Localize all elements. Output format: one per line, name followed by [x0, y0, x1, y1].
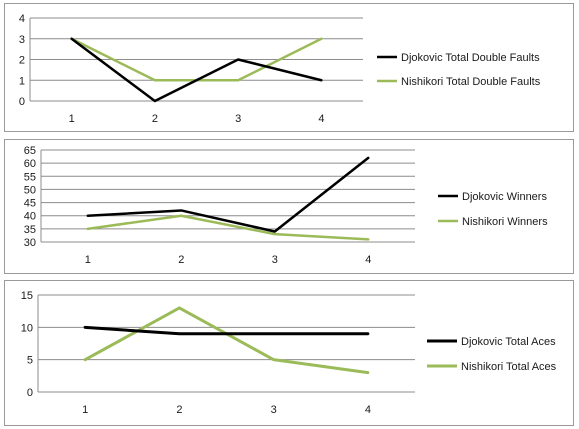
double-faults-legend-label: Nishikori Total Double Faults: [401, 76, 541, 88]
aces-x-tick-label: 2: [176, 404, 182, 416]
winners-legend-label: Nishikori Winners: [462, 216, 548, 228]
winners-series-line-nishikori: [86, 214, 370, 241]
double-faults-y-tick-label: 2: [19, 55, 25, 67]
double-faults-y-tick-label: 0: [19, 96, 25, 108]
winners-y-tick-label: 45: [24, 198, 36, 210]
double-faults-x-tick-label: 4: [318, 113, 324, 125]
chart-panel-double-faults: 0 1 2 3 4 1 2 3 4 Djokovic Total Double Faults Nis…: [4, 3, 574, 132]
double-faults-chart-svg: 0 1 2 3 4 1 2 3 4 Djokovic Total Double Faults Nis…: [19, 13, 541, 125]
winners-x-tick-label: 3: [272, 254, 278, 266]
winners-y-tick-label: 55: [24, 171, 36, 183]
aces-series-line-djokovic: [83, 325, 370, 336]
winners-legend-label: Djokovic Winners: [462, 191, 547, 203]
aces-chart-svg: 0 5 10 15 1 2 3 4 Djokovic Total Aces Nishikori T…: [21, 290, 557, 416]
aces-y-tick-label: 15: [21, 290, 33, 302]
aces-y-tick-label: 0: [27, 387, 33, 399]
double-faults-y-tick-label: 3: [19, 34, 25, 46]
winners-series-line-djokovic: [86, 156, 370, 233]
double-faults-y-tick-label: 1: [19, 75, 25, 87]
winners-y-tick-label: 40: [24, 211, 36, 223]
double-faults-legend-label: Djokovic Total Double Faults: [401, 52, 540, 64]
winners-y-tick-label: 65: [24, 145, 36, 157]
aces-x-tick-label: 1: [82, 404, 88, 416]
winners-x-tick-label: 4: [365, 254, 371, 266]
winners-x-tick-label: 2: [178, 254, 184, 266]
winners-x-tick-label: 1: [85, 254, 91, 266]
double-faults-x-tick-label: 1: [69, 113, 75, 125]
double-faults-y-tick-label: 4: [19, 13, 25, 25]
aces-x-tick-label: 3: [271, 404, 277, 416]
winners-y-tick-label: 30: [24, 237, 36, 249]
double-faults-series-line-djokovic: [70, 37, 323, 103]
aces-y-tick-label: 5: [27, 355, 33, 367]
aces-y-tick-label: 10: [21, 322, 33, 334]
winners-y-tick-label: 60: [24, 158, 36, 170]
chart-panel-aces: 0 5 10 15 1 2 3 4 Djokovic Total Aces Nishikori T…: [4, 280, 574, 426]
winners-y-tick-label: 35: [24, 224, 36, 236]
aces-legend-label: Djokovic Total Aces: [461, 336, 556, 348]
winners-y-tick-label: 50: [24, 184, 36, 196]
double-faults-x-tick-label: 2: [152, 113, 158, 125]
aces-series-line-nishikori: [83, 306, 370, 375]
aces-x-tick-label: 4: [365, 404, 371, 416]
aces-legend-label: Nishikori Total Aces: [461, 361, 557, 373]
double-faults-x-tick-label: 3: [235, 113, 241, 125]
chart-panel-winners: 30 35 40 45 50 55 60 65 1 2 3 4 Djokovic Winners Nish…: [4, 139, 574, 274]
